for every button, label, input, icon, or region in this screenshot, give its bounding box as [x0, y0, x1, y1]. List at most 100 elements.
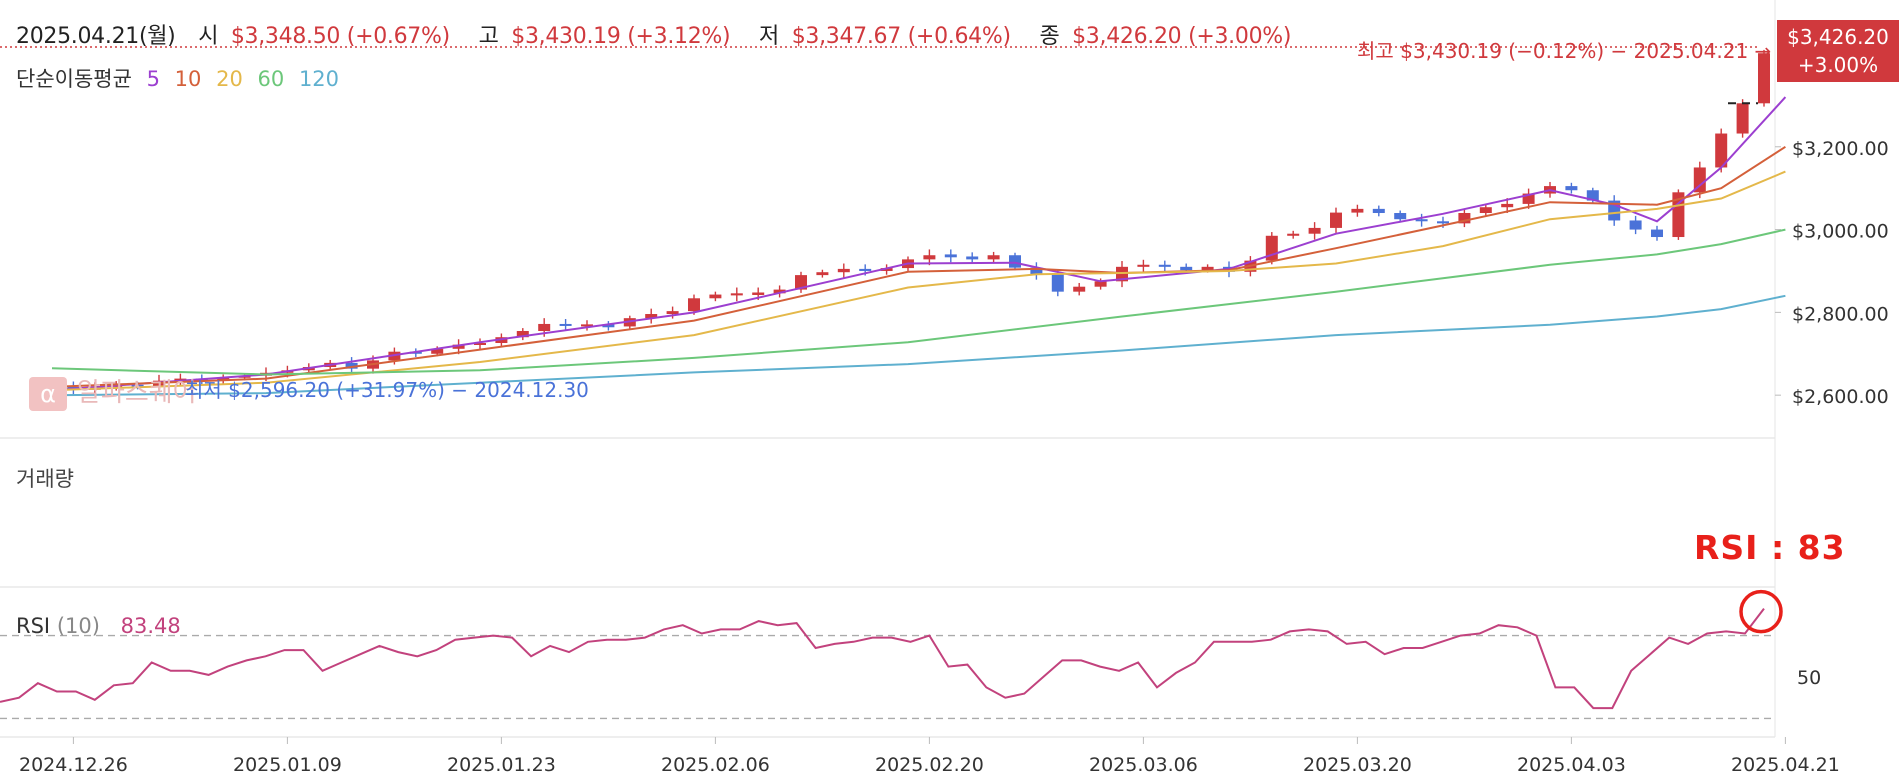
candle-body — [709, 294, 722, 299]
candle-body — [1330, 212, 1342, 228]
ohlc-header: 2025.04.21(월) 시 $3,348.50 (+0.67%) 고 $3,… — [16, 18, 1313, 50]
candle-body — [987, 255, 1000, 260]
date-tick-label: 2025.04.21 — [1731, 754, 1840, 776]
high-label: 고 — [478, 24, 499, 49]
candle-body — [880, 268, 893, 271]
date-tick-label: 2025.01.09 — [233, 754, 342, 776]
candle-body — [752, 292, 765, 295]
candle-body — [217, 377, 230, 381]
volume-panel-label: 거래량 — [16, 467, 74, 491]
candle-body — [1158, 264, 1171, 267]
ma-5: 5 — [146, 67, 160, 91]
candle-body — [1094, 281, 1107, 287]
candle-body — [1736, 103, 1749, 134]
moving-average-line-5 — [51, 96, 1787, 392]
candle-body — [1394, 213, 1407, 220]
rsi-value: 83.48 — [120, 614, 181, 638]
candle-body — [773, 289, 786, 294]
rsi-highlight-circle — [1739, 589, 1783, 634]
candle-body — [474, 343, 486, 345]
candle-body — [1586, 190, 1599, 201]
candle-body — [1501, 203, 1514, 208]
candle-body — [538, 323, 551, 331]
high-annotation: 최고 $3,430.19 (−0.12%) − 2025.04.21 → — [1357, 39, 1772, 63]
rsi-tick-label: 50 — [1797, 667, 1821, 689]
candle-body — [1287, 233, 1300, 236]
candle-body — [1201, 266, 1214, 271]
candle-body — [645, 314, 658, 319]
moving-average-legend[interactable]: 단순이동평균 5 10 20 60 120 — [16, 63, 347, 93]
candle-body — [1073, 286, 1086, 292]
high-value: $3,430.19 (+3.12%) — [511, 24, 731, 49]
candle-body — [1051, 274, 1064, 292]
candle-body — [1308, 227, 1321, 234]
candle-body — [1651, 229, 1663, 238]
candle-body — [559, 323, 572, 326]
candle-body — [1437, 221, 1449, 224]
candle-body — [688, 298, 700, 312]
rsi-period: (10) — [56, 614, 100, 638]
watermark-text: 알파스퀘어 — [77, 378, 197, 408]
candle-body — [452, 344, 465, 349]
date-tick-label: 2025.02.06 — [661, 754, 770, 776]
candle-body — [1693, 167, 1706, 193]
candle-body — [345, 362, 358, 369]
last-change: +3.00% — [1797, 53, 1879, 77]
watermark-logo: α 알파스퀘어 — [29, 372, 197, 411]
candle-body — [174, 378, 187, 381]
low-annotation: 최저 $2,596.20 (+31.97%) − 2024.12.30 — [185, 378, 589, 402]
candle-body — [1030, 267, 1043, 275]
candle-body — [1758, 53, 1770, 104]
candle-body — [1009, 255, 1021, 268]
candle-body — [730, 293, 743, 296]
header-date: 2025.04.21(월) — [16, 24, 176, 49]
moving-average-line-60 — [51, 228, 1786, 376]
rsi-callout: RSI : 83 — [1694, 528, 1846, 567]
candle-body — [859, 268, 872, 271]
ma-10: 10 — [174, 67, 202, 91]
candle-body — [431, 348, 444, 354]
date-tick-label: 2024.12.26 — [19, 754, 128, 776]
moving-average-line-10 — [51, 145, 1786, 388]
candle-body — [1479, 207, 1492, 214]
ma-60: 60 — [257, 67, 285, 91]
open-value: $3,348.50 (+0.67%) — [230, 24, 450, 49]
candle-body — [1458, 213, 1471, 224]
low-value: $3,347.67 (+0.64%) — [791, 24, 1011, 49]
rsi-legend[interactable]: RSI (10) 83.48 — [16, 614, 181, 638]
candle-body — [602, 324, 615, 328]
moving-average-line-20 — [51, 170, 1786, 392]
candle-body — [1415, 219, 1428, 222]
price-tick-label: $3,000.00 — [1792, 221, 1889, 243]
candle-body — [1180, 266, 1193, 271]
candle-body — [1629, 220, 1642, 230]
candle-body — [966, 256, 979, 260]
candle-body — [1372, 208, 1385, 214]
moving-average-line-120 — [51, 294, 1786, 397]
rsi-line — [0, 607, 1765, 710]
date-tick-label: 2025.03.20 — [1303, 754, 1412, 776]
price-tick-label: $2,600.00 — [1792, 386, 1889, 408]
close-value: $3,426.20 (+3.00%) — [1072, 24, 1292, 49]
candle-body — [131, 384, 144, 387]
candle-body — [944, 254, 957, 258]
candle-body — [1522, 193, 1535, 204]
date-tick-label: 2025.02.20 — [875, 754, 984, 776]
rsi-name: RSI — [16, 614, 51, 638]
price-tick-label: $2,800.00 — [1792, 303, 1889, 325]
open-label: 시 — [198, 24, 219, 49]
candle-body — [837, 268, 850, 273]
last-price-tag: $3,426.20 +3.00% — [1777, 20, 1899, 82]
candle-body — [1715, 133, 1728, 168]
candle-body — [1351, 208, 1364, 213]
watermark-icon: α — [29, 376, 67, 411]
ma-20: 20 — [216, 67, 243, 91]
ma-120: 120 — [298, 67, 340, 91]
candle-body — [1565, 186, 1578, 191]
price-tick-label: $3,200.00 — [1792, 138, 1889, 160]
close-label: 종 — [1039, 24, 1060, 49]
candle-body — [1672, 192, 1685, 238]
candle-body — [795, 275, 807, 290]
